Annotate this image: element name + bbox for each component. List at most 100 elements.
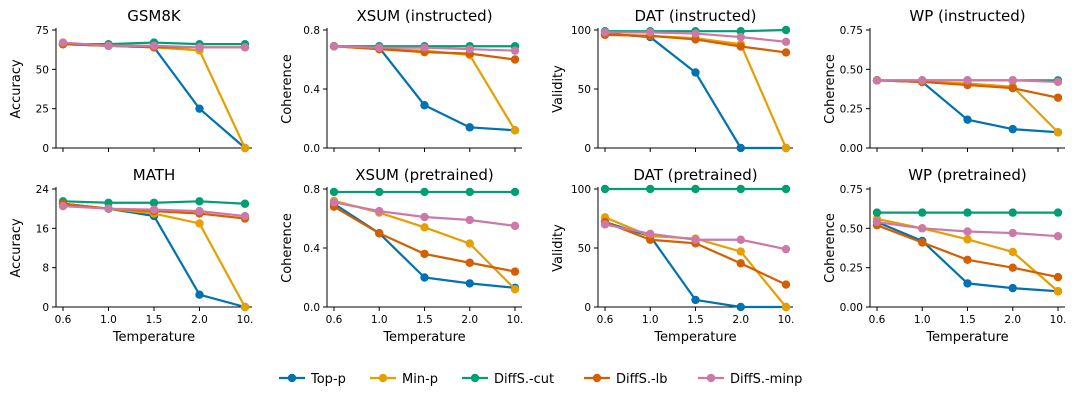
y-tick-label: 0.00 xyxy=(840,302,863,314)
panel-dat-instructed: DAT (instructed) 0 50 100 Validity xyxy=(551,7,793,155)
legend-item-diffs-lb: DiffS.-lb xyxy=(584,372,668,387)
data-point xyxy=(1008,283,1017,293)
data-point xyxy=(195,104,204,113)
data-point xyxy=(1053,93,1063,102)
x-tick-label: 1.5 xyxy=(959,314,976,326)
data-point xyxy=(465,239,474,248)
data-point xyxy=(1008,208,1017,217)
data-point xyxy=(736,143,745,153)
series-line xyxy=(62,43,246,149)
data-point xyxy=(420,212,429,222)
series-line xyxy=(62,43,246,149)
data-point xyxy=(420,101,429,110)
data-point xyxy=(465,258,474,267)
data-point xyxy=(465,187,474,197)
y-axis-label: Coherence xyxy=(280,54,295,124)
x-tick-label: 0.6 xyxy=(55,314,72,326)
data-point xyxy=(240,302,250,312)
panel-title: WP (instructed) xyxy=(909,7,1025,25)
y-tick-label: 50 xyxy=(578,243,591,255)
data-point xyxy=(918,238,927,247)
data-point xyxy=(420,187,429,197)
y-axis-label: Coherence xyxy=(823,213,838,283)
panel-title: GSM8K xyxy=(127,7,182,25)
data-point xyxy=(510,285,520,294)
data-point xyxy=(781,25,791,35)
data-point xyxy=(149,198,159,207)
data-point xyxy=(329,42,339,51)
legend: Top-p Min-p DiffS.-cut DiffS.-lb DiffS.-minp xyxy=(279,372,802,387)
x-axis-label: Temperature xyxy=(653,330,736,345)
x-tick-label: 10. xyxy=(237,314,254,326)
series-diffs-minp xyxy=(600,220,791,254)
y-axis-label: Validity xyxy=(551,224,566,272)
panel-title: XSUM (pretrained) xyxy=(355,166,493,184)
legend-marker xyxy=(592,373,602,383)
series-diffs-minp xyxy=(58,38,250,52)
data-point xyxy=(918,208,927,217)
data-point xyxy=(195,219,204,228)
data-point xyxy=(781,302,791,312)
x-tick-label: 10. xyxy=(1050,314,1067,326)
data-point xyxy=(736,42,745,51)
x-tick-label: 1.0 xyxy=(642,314,659,326)
y-tick-label: 0.25 xyxy=(840,263,863,275)
data-point xyxy=(646,184,655,194)
data-point xyxy=(691,295,700,305)
series-diffs-minp xyxy=(329,42,520,55)
data-point xyxy=(646,235,655,244)
x-tick-label: 2.0 xyxy=(191,314,208,326)
data-point xyxy=(1008,228,1017,238)
y-tick-label: 0 xyxy=(42,302,49,314)
data-point xyxy=(195,43,204,52)
panel-math: MATH 0 8 16 24 0.6 1.0 1.5 2.0 10. Accuracy Tempera… xyxy=(9,166,253,345)
data-point xyxy=(691,68,700,77)
data-point xyxy=(963,76,972,85)
legend-item-diffs-cut: DiffS.-cut xyxy=(462,372,554,387)
data-point xyxy=(420,249,429,259)
data-point xyxy=(1053,232,1063,241)
data-point xyxy=(1008,84,1017,93)
y-tick-label: 24 xyxy=(36,184,50,196)
x-tick-label: 10. xyxy=(507,314,524,326)
data-point xyxy=(104,41,113,50)
data-point xyxy=(963,255,972,264)
data-point xyxy=(1053,287,1063,296)
x-tick-label: 2.0 xyxy=(461,314,478,326)
data-point xyxy=(329,187,339,197)
data-point xyxy=(240,143,250,153)
x-axis-label: Temperature xyxy=(382,330,465,345)
legend-label: Min-p xyxy=(402,372,438,387)
panel-title: XSUM (instructed) xyxy=(356,7,492,25)
y-tick-label: 100 xyxy=(571,25,591,37)
x-tick-label: 2.0 xyxy=(1004,314,1021,326)
panel-wp-instructed: WP (instructed) 0.00 0.25 0.50 0.75 Coherence xyxy=(823,7,1065,155)
legend-label: Top-p xyxy=(310,372,346,387)
data-point xyxy=(465,279,474,288)
data-point xyxy=(963,115,972,124)
panel-dat-pretrained: DAT (pretrained) 0 50 100 0.6 1.0 1.5 2.0 10. Val… xyxy=(551,166,794,345)
x-tick-label: 0.6 xyxy=(869,314,886,326)
data-point xyxy=(736,32,745,42)
legend-item-diffs-minp: DiffS.-minp xyxy=(698,372,802,387)
series-line xyxy=(333,45,516,132)
x-axis-label: Temperature xyxy=(112,330,195,345)
panel-title: MATH xyxy=(133,166,175,184)
data-point xyxy=(963,279,972,288)
data-point xyxy=(646,229,655,239)
panel-gsm8k: GSM8K 0 25 50 75 Accuracy xyxy=(9,7,252,155)
series-line xyxy=(333,45,516,131)
panel-title: DAT (instructed) xyxy=(635,7,757,25)
data-point xyxy=(872,76,882,85)
legend-item-min-p: Min-p xyxy=(370,372,438,387)
series-line xyxy=(604,33,788,149)
data-point xyxy=(781,244,791,254)
series-line xyxy=(604,32,786,150)
y-axis-label: Accuracy xyxy=(9,59,24,119)
legend-marker xyxy=(706,373,716,383)
data-point xyxy=(781,184,791,194)
panel-xsum-instructed: XSUM (instructed) 0.0 0.4 0.8 Coherence xyxy=(280,7,522,155)
data-point xyxy=(781,143,791,153)
data-point xyxy=(195,206,204,216)
